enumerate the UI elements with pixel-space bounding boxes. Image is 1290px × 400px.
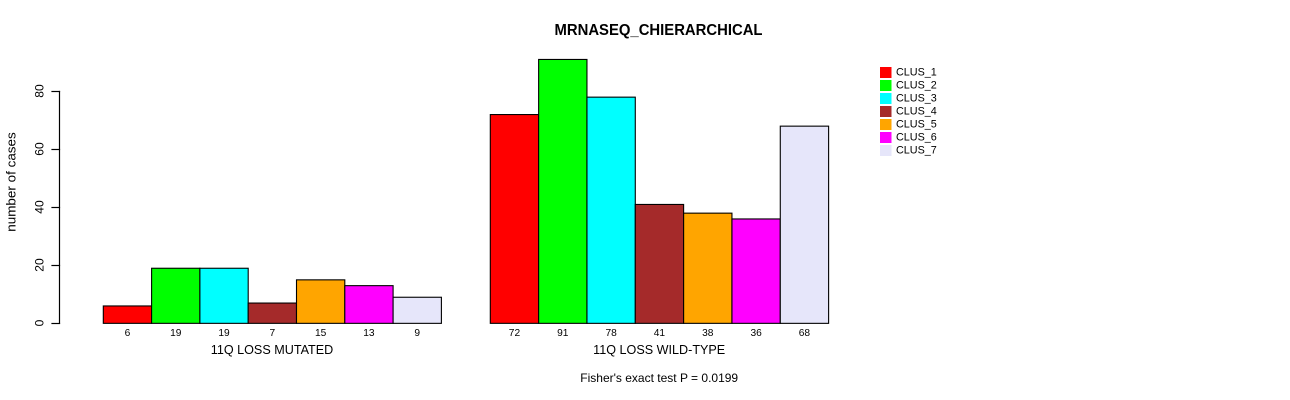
svg-text:19: 19 bbox=[218, 328, 230, 339]
svg-text:41: 41 bbox=[654, 328, 666, 339]
svg-text:38: 38 bbox=[702, 328, 714, 339]
svg-text:78: 78 bbox=[605, 328, 617, 339]
svg-text:CLUS_3: CLUS_3 bbox=[896, 93, 937, 105]
svg-text:91: 91 bbox=[557, 328, 569, 339]
svg-text:CLUS_7: CLUS_7 bbox=[896, 145, 937, 157]
svg-text:CLUS_1: CLUS_1 bbox=[896, 67, 937, 79]
svg-text:MRNASEQ_CHIERARCHICAL: MRNASEQ_CHIERARCHICAL bbox=[555, 22, 763, 39]
svg-text:CLUS_5: CLUS_5 bbox=[896, 119, 937, 131]
svg-text:7: 7 bbox=[270, 328, 276, 339]
svg-text:72: 72 bbox=[509, 328, 521, 339]
svg-text:11Q LOSS MUTATED: 11Q LOSS MUTATED bbox=[211, 343, 333, 357]
svg-text:19: 19 bbox=[170, 328, 182, 339]
svg-text:36: 36 bbox=[750, 328, 762, 339]
svg-text:68: 68 bbox=[799, 328, 811, 339]
svg-text:40: 40 bbox=[33, 200, 47, 214]
svg-text:60: 60 bbox=[33, 142, 47, 156]
svg-text:CLUS_2: CLUS_2 bbox=[896, 80, 937, 92]
svg-text:0: 0 bbox=[33, 319, 47, 326]
svg-text:9: 9 bbox=[414, 328, 420, 339]
svg-text:11Q LOSS WILD-TYPE: 11Q LOSS WILD-TYPE bbox=[593, 343, 725, 357]
svg-text:80: 80 bbox=[33, 84, 47, 98]
svg-text:6: 6 bbox=[125, 328, 131, 339]
svg-text:CLUS_6: CLUS_6 bbox=[896, 132, 937, 144]
svg-text:13: 13 bbox=[363, 328, 375, 339]
svg-text:CLUS_4: CLUS_4 bbox=[896, 106, 937, 118]
svg-text:15: 15 bbox=[315, 328, 327, 339]
svg-text:20: 20 bbox=[33, 258, 47, 272]
svg-text:number of cases: number of cases bbox=[4, 132, 19, 232]
svg-text:Fisher's exact test P = 0.0199: Fisher's exact test P = 0.0199 bbox=[580, 371, 738, 385]
